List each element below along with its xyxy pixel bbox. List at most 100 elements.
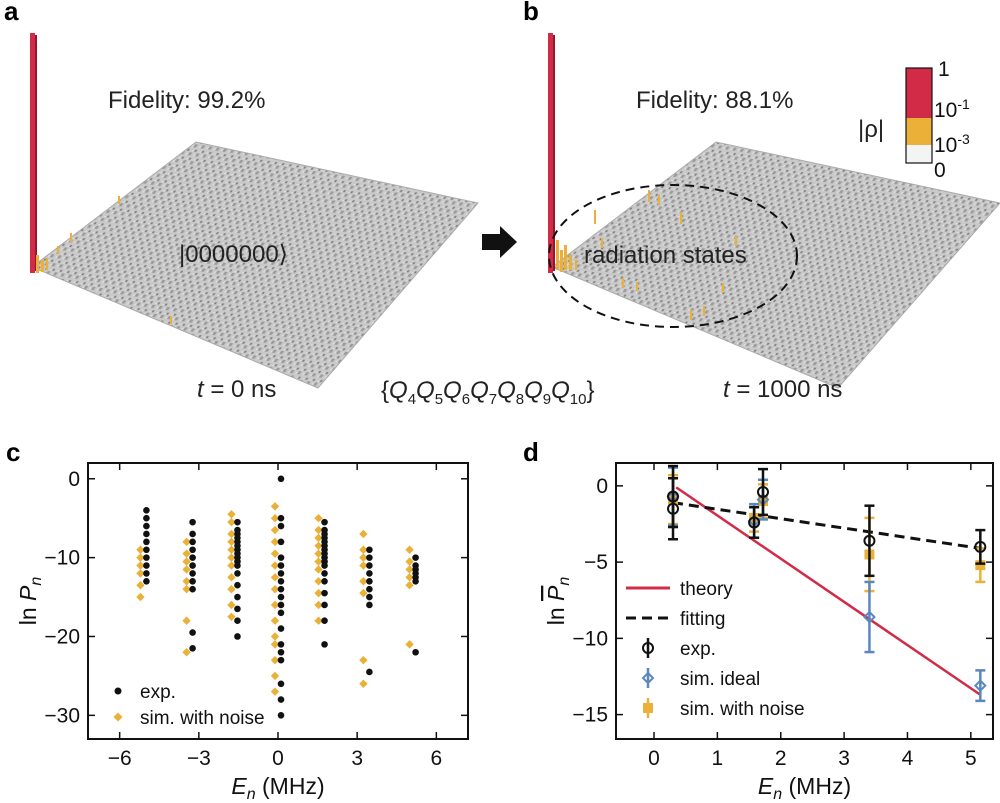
exp-data-point [366, 570, 373, 577]
sim-noise-data-point [136, 561, 145, 570]
legend-d: theory fitting exp. sim. ideal sim. with noi… [626, 579, 805, 720]
sim-noise-data-point [136, 581, 145, 590]
exp-data-point [189, 585, 196, 593]
sim-noise-data-point [270, 525, 280, 535]
sim-noise-data-point [314, 565, 323, 574]
exp-data-point [366, 562, 373, 569]
exp-data-point [412, 648, 419, 656]
sim-noise-data-point [182, 565, 191, 574]
exp-data-point [189, 518, 196, 526]
legend-label: sim. with noise [140, 708, 265, 729]
x-tick-label: 5 [965, 747, 977, 770]
legend-label: sim. with noise [680, 699, 805, 720]
sim-noise-data-point [227, 537, 236, 547]
sim-noise-data-point [359, 553, 368, 562]
diagonal-peak-bar [30, 33, 35, 273]
y-axis-label-d: ln Pn [543, 577, 573, 626]
sim-noise-data-point [227, 510, 236, 519]
sim-noise-data-point [136, 569, 145, 578]
x-tick-label: 6 [430, 747, 442, 770]
sim-noise-data-point [227, 545, 236, 554]
legend-marker [113, 712, 123, 722]
colorbar-tick: 10-1 [934, 96, 970, 122]
y-tick-label: −5 [584, 551, 608, 574]
sim-noise-data-point [314, 616, 323, 625]
exp.-point [863, 534, 876, 547]
radiation-bar [622, 278, 624, 288]
sim-noise-data-point [270, 561, 280, 570]
right-arrow-icon [482, 226, 517, 258]
exp-data-point [143, 507, 150, 514]
exp-data-point [277, 554, 285, 561]
diagonal-peak-shade [35, 35, 37, 271]
radiation-bar [560, 250, 563, 272]
y-tick-label: 0 [596, 475, 608, 498]
exp-data-point [189, 562, 196, 569]
radiation-bar [703, 306, 705, 316]
y-tick-label: −10 [44, 547, 80, 570]
exp-data-point [143, 522, 150, 530]
radiation-bar [564, 245, 567, 270]
exp-data-point [234, 562, 241, 569]
sim-noise-data-point [359, 545, 368, 554]
panel-d: d 0 1 2 3 4 5 0 −5 −10 −15 theory fitting exp. sim. … [523, 437, 994, 803]
exp-data-point [277, 601, 285, 609]
exp-data-point [277, 522, 285, 530]
y-tick-label: −10 [572, 627, 608, 650]
sim-noise-data-point [314, 600, 323, 610]
plot-frame-d [615, 462, 994, 740]
sim. ideal-point [863, 610, 876, 624]
sim. ideal-point [973, 679, 987, 693]
exp-data-point [189, 554, 196, 561]
time-label-b: t = 1000 ns [723, 376, 842, 403]
radiation-bar [680, 212, 682, 224]
sim-noise-data-point [182, 549, 191, 558]
exp-data-point [277, 648, 285, 656]
y-axis-label-c: ln Pn [15, 577, 45, 626]
exp-data-point [366, 585, 373, 593]
exp-data-point [277, 625, 285, 632]
sim-noise-data-point [314, 577, 323, 586]
sim-noise-data-point [314, 549, 323, 558]
x-axis-label-d: En (MHz) [758, 773, 851, 803]
exp-data-point [277, 609, 285, 617]
exp-data-point [277, 585, 285, 593]
y-tick-label: −30 [44, 704, 80, 727]
radiation-bar [636, 282, 638, 291]
sim-noise-data-point [182, 648, 191, 657]
exp-data-point [189, 530, 196, 538]
exp-data-point [234, 633, 241, 640]
exp-data-point [321, 641, 328, 648]
x-tick-label: 3 [838, 747, 850, 770]
sim-noise-data-point [359, 529, 368, 539]
colorbar-label: |ρ| [858, 116, 884, 143]
fidelity-label-b: Fidelity: 88.1% [636, 87, 793, 114]
fidelity-label-a: Fidelity: 99.2% [108, 87, 265, 114]
colorbar-frame [905, 67, 933, 164]
exp-data-point [143, 570, 150, 577]
sim-noise-data-point [314, 541, 323, 550]
x-tick-label: 3 [351, 747, 363, 770]
legend-marker [114, 687, 122, 695]
coherence-bar [70, 233, 72, 242]
exp-data-point [321, 562, 328, 569]
sim-noise-data-point [227, 553, 236, 562]
exp-data-point [366, 593, 373, 601]
sim-noise-data-point [270, 671, 280, 681]
legend-marker [641, 671, 655, 685]
exp-data-point [277, 538, 285, 546]
exp-data-point [321, 570, 328, 577]
legend-label: theory [680, 579, 733, 600]
sim-noise-data-point [270, 502, 280, 511]
exp-data-point [277, 514, 285, 522]
sim-noise-data-point [314, 514, 323, 523]
radiation-states-label: radiation states [584, 242, 747, 269]
sim-noise-data-point [405, 573, 414, 582]
exp-data-point [143, 562, 150, 569]
sim-noise-data-point [359, 679, 368, 688]
sim-noise-data-point [405, 565, 414, 574]
legend-marker [642, 642, 654, 654]
sim-noise-data-point [227, 600, 236, 610]
sim-noise-data-point [270, 514, 280, 523]
sim-noise-data-point [359, 577, 368, 586]
